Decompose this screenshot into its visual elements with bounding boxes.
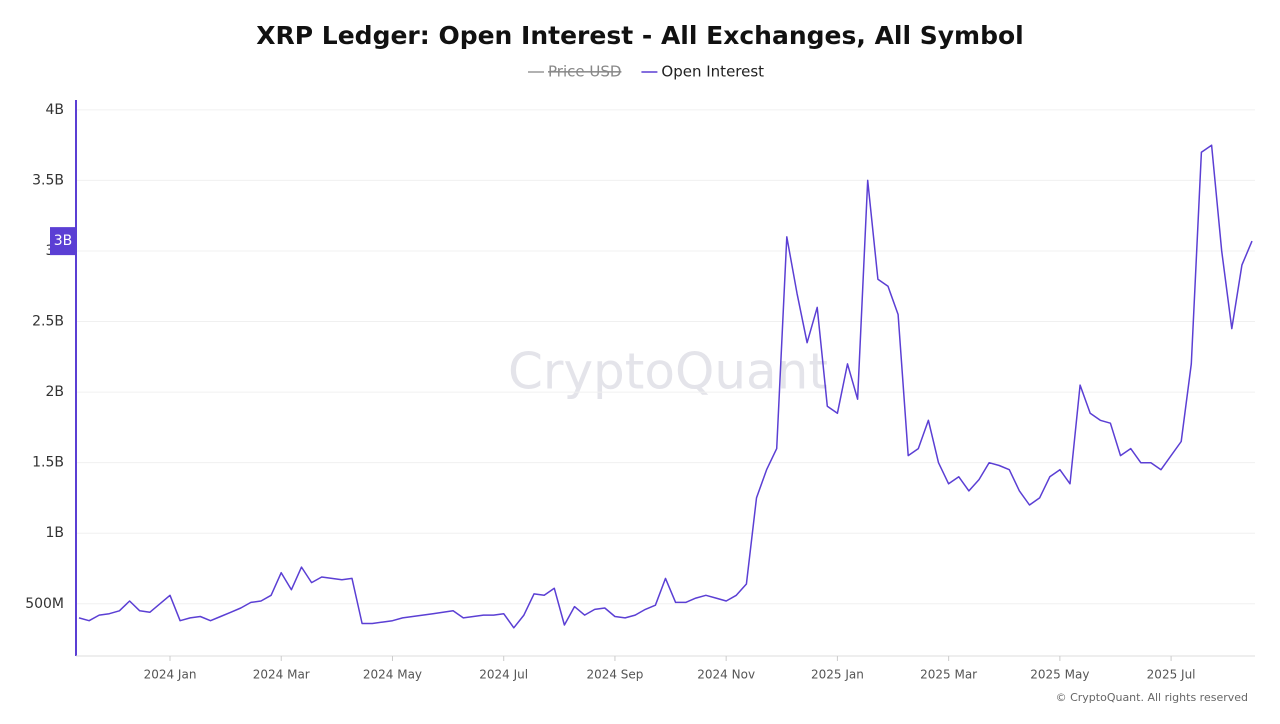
x-tick-label: 2024 Sep bbox=[586, 668, 643, 682]
x-tick-label: 2024 May bbox=[363, 668, 422, 682]
y-tick-label: 500M bbox=[25, 596, 64, 612]
x-tick-label: 2025 Jul bbox=[1147, 668, 1196, 682]
x-tick-label: 2024 Nov bbox=[697, 668, 755, 682]
y-tick-label: 2.5B bbox=[32, 314, 64, 330]
x-tick-label: 2024 Mar bbox=[253, 668, 310, 682]
legend-label: Open Interest bbox=[661, 63, 764, 81]
watermark: CryptoQuant bbox=[508, 343, 828, 401]
y-tick-label: 1.5B bbox=[32, 455, 64, 471]
x-tick-label: 2025 Jan bbox=[811, 668, 864, 682]
y-tick-label: 2B bbox=[45, 384, 64, 400]
y-tick-label: 4B bbox=[45, 102, 64, 118]
legend-item[interactable]: Open Interest bbox=[641, 63, 764, 81]
x-tick-label: 2025 Mar bbox=[920, 668, 977, 682]
legend-item[interactable]: Price USD bbox=[528, 63, 621, 81]
last-value-label: 3B bbox=[54, 233, 73, 249]
y-tick-label: 3.5B bbox=[32, 172, 64, 188]
last-value-box bbox=[50, 227, 76, 256]
x-tick-label: 2024 Jul bbox=[479, 668, 528, 682]
chart-title: XRP Ledger: Open Interest - All Exchange… bbox=[256, 21, 1024, 50]
y-tick-label: 1B bbox=[45, 525, 64, 541]
x-tick-label: 2024 Jan bbox=[144, 668, 197, 682]
legend-label: Price USD bbox=[548, 63, 621, 81]
x-tick-label: 2025 May bbox=[1030, 668, 1089, 682]
footer: © CryptoQuant. All rights reserved bbox=[1056, 691, 1248, 704]
data-line bbox=[78, 144, 1253, 629]
